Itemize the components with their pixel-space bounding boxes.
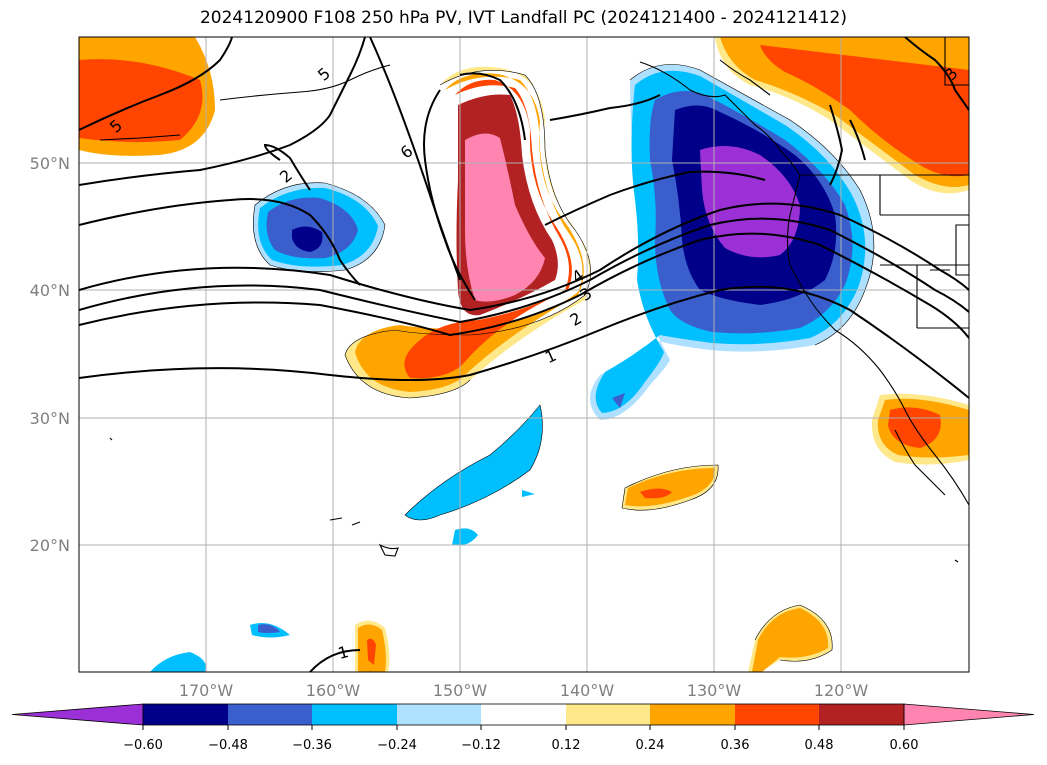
colorbar-tick-label: 0.24 bbox=[636, 738, 665, 753]
lat-label: 30°N bbox=[30, 409, 70, 428]
colorbar-tick-label: −0.24 bbox=[377, 738, 417, 753]
contour-label: 6 bbox=[397, 141, 417, 162]
colorbar-bin bbox=[481, 704, 566, 725]
colorbar-extend-left bbox=[11, 703, 144, 726]
colorbar-bin bbox=[566, 704, 650, 725]
colorbar-bin bbox=[143, 704, 228, 725]
ivt-positive-shading bbox=[79, 37, 969, 672]
colorbar-tick-label: 0.60 bbox=[890, 738, 919, 753]
colorbar-tick-label: 0.36 bbox=[721, 738, 750, 753]
map-title: 2024120900 F108 250 hPa PV, IVT Landfall… bbox=[199, 8, 847, 28]
colorbar-bin bbox=[312, 704, 397, 725]
colorbar-tick-label: −0.12 bbox=[461, 738, 501, 753]
colorbar-bin bbox=[650, 704, 735, 725]
colorbar-bin bbox=[397, 704, 481, 725]
colorbar-extend-right bbox=[903, 703, 1035, 726]
pv-contour-labels: 5 5 6 2 4 3 2 1 1 3 bbox=[106, 64, 962, 663]
lon-label: 120°W bbox=[814, 681, 869, 700]
map-plot-area: 5 5 6 2 4 3 2 1 1 3 bbox=[79, 37, 969, 672]
lon-label: 150°W bbox=[433, 681, 488, 700]
colorbar-tick-label: −0.36 bbox=[292, 738, 332, 753]
colorbar-bin bbox=[735, 704, 819, 725]
contour-label: 2 bbox=[276, 166, 296, 187]
contour-label: 1 bbox=[542, 346, 559, 368]
coastlines bbox=[99, 37, 969, 563]
colorbar-tick-label: 0.12 bbox=[552, 738, 581, 753]
contour-label: 2 bbox=[567, 308, 585, 330]
lat-label: 50°N bbox=[30, 154, 70, 173]
longitude-labels: 170°W 160°W 150°W 140°W 130°W 120°W bbox=[179, 681, 869, 700]
lat-label: 40°N bbox=[30, 281, 70, 300]
lon-label: 160°W bbox=[306, 681, 361, 700]
colorbar-tick-label: 0.48 bbox=[805, 738, 834, 753]
colorbar-bin bbox=[228, 704, 312, 725]
contour-label: 5 bbox=[314, 64, 334, 85]
pv-contours bbox=[79, 37, 969, 672]
lon-label: 170°W bbox=[179, 681, 234, 700]
ivt-negative-shading bbox=[150, 64, 874, 672]
map-frame bbox=[78, 36, 970, 673]
colorbar-tick-label: −0.60 bbox=[123, 738, 163, 753]
colorbar-bin bbox=[819, 704, 904, 725]
colorbar: −0.60 −0.48 −0.36 −0.24 −0.12 0.12 0.24 … bbox=[11, 703, 1035, 753]
contour-label: 1 bbox=[336, 642, 351, 663]
colorbar-ticks bbox=[142, 725, 905, 730]
map-gridlines bbox=[79, 37, 969, 672]
lat-label: 20°N bbox=[30, 536, 70, 555]
latitude-labels: 50°N 40°N 30°N 20°N bbox=[30, 154, 70, 555]
lon-label: 140°W bbox=[560, 681, 615, 700]
lon-label: 130°W bbox=[687, 681, 742, 700]
colorbar-outline bbox=[142, 703, 905, 726]
colorbar-tick-label: −0.48 bbox=[208, 738, 248, 753]
